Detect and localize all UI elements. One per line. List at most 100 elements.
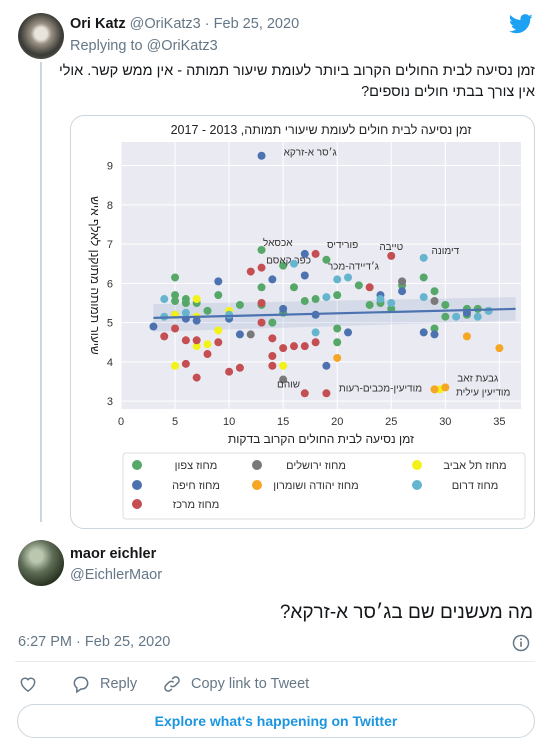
data-point <box>225 367 234 376</box>
data-point <box>268 318 277 327</box>
data-point <box>160 332 169 341</box>
point-annotation: גבעת זאב <box>457 374 498 385</box>
speech-bubble-icon <box>73 676 89 694</box>
y-axis-label: שיעור תמותה מתוקנן לאלף איש <box>88 196 102 355</box>
data-point <box>398 277 407 286</box>
info-icon[interactable] <box>512 634 530 652</box>
point-annotation: כפר קאסם <box>266 256 311 267</box>
data-point <box>171 361 180 370</box>
data-point <box>203 350 212 359</box>
replying-to-handle[interactable]: @OriKatz3 <box>146 38 218 54</box>
data-point <box>300 271 309 280</box>
y-tick-label: 4 <box>107 357 113 369</box>
author-handle[interactable]: @EichlerMaor <box>70 567 163 583</box>
x-tick-label: 0 <box>118 416 124 428</box>
trend-line <box>153 307 516 320</box>
data-point <box>300 297 309 306</box>
data-point <box>235 330 244 339</box>
data-point <box>203 340 212 349</box>
point-annotation: טייבה <box>379 242 403 253</box>
y-tick-label: 3 <box>107 396 113 408</box>
data-point <box>279 375 288 384</box>
tweet-text: זמן נסיעה לבית החולים הקרוב ביותר לעומת … <box>58 61 535 103</box>
author-name[interactable]: maor eichler <box>70 546 157 562</box>
tweet-media-chart[interactable]: ג׳סר א-זרקא אכסאל פורידיס טייבה דימונה כפר קא… <box>70 115 535 529</box>
x-axis-label: זמן נסיעה לבית החולים הקרוב בדקות <box>228 432 414 446</box>
data-point <box>354 281 363 290</box>
data-point <box>398 287 407 296</box>
like-button[interactable] <box>18 674 47 694</box>
data-point <box>344 273 353 282</box>
data-point <box>235 363 244 372</box>
legend-label: מחוז יהודה ושומרון <box>273 480 358 492</box>
data-point <box>181 295 190 304</box>
y-tick-label: 8 <box>107 200 113 212</box>
data-point <box>300 389 309 398</box>
data-point <box>311 249 320 258</box>
y-tick-label: 9 <box>107 161 113 173</box>
data-point <box>430 330 439 339</box>
legend-marker <box>132 499 142 509</box>
data-point <box>322 293 331 302</box>
legend-marker <box>412 460 422 470</box>
replying-to: Replying to @OriKatz3 <box>70 38 218 54</box>
data-point <box>365 283 374 292</box>
x-tick-label: 15 <box>277 416 289 428</box>
legend-marker <box>252 460 262 470</box>
data-point <box>333 353 342 362</box>
data-point <box>322 361 331 370</box>
reply-button[interactable]: Reply <box>71 674 137 694</box>
twitter-bird-icon[interactable] <box>509 14 533 34</box>
data-point <box>279 361 288 370</box>
x-tick-label: 10 <box>223 416 235 428</box>
data-point <box>192 336 201 345</box>
avatar[interactable] <box>18 13 64 59</box>
data-point <box>279 261 288 270</box>
data-point <box>419 293 428 302</box>
y-tick-label: 6 <box>107 278 113 290</box>
data-point <box>376 295 385 304</box>
tweet-timestamp[interactable]: 6:27 PM · Feb 25, 2020 <box>18 634 170 650</box>
data-point <box>430 287 439 296</box>
legend-label: מחוז דרום <box>452 480 499 492</box>
point-annotation: מודיעין-מכבים-רעות <box>339 383 422 394</box>
data-point <box>225 310 234 319</box>
scatter-chart: ג׳סר א-זרקא אכסאל פורידיס טייבה דימונה כפר קא… <box>88 123 526 520</box>
y-tick-label: 5 <box>107 318 113 330</box>
author-handle[interactable]: @OriKatz3 <box>129 16 201 32</box>
data-point <box>192 342 201 351</box>
copy-link-button[interactable]: Copy link to Tweet <box>162 674 309 694</box>
data-point <box>333 275 342 284</box>
data-point <box>279 304 288 313</box>
data-point <box>495 344 504 353</box>
data-point <box>344 328 353 337</box>
author-name[interactable]: Ori Katz <box>70 16 126 32</box>
replying-to-label: Replying to <box>70 38 143 54</box>
legend-marker <box>132 460 142 470</box>
legend-box <box>122 452 526 520</box>
tweet-text-line: זמן נסיעה לבית החולים הקרוב ביותר לעומת … <box>58 63 535 79</box>
data-point <box>430 324 439 333</box>
x-tick-label: 5 <box>172 416 178 428</box>
divider <box>15 661 535 662</box>
data-point <box>441 300 450 309</box>
data-point <box>192 373 201 382</box>
avatar[interactable] <box>18 540 64 586</box>
data-point <box>246 330 255 339</box>
data-point <box>214 326 223 335</box>
point-annotation: דימונה <box>432 246 460 257</box>
legend-marker <box>412 480 422 490</box>
data-point <box>268 334 277 343</box>
data-point <box>203 306 212 315</box>
data-point <box>441 383 450 392</box>
data-point <box>289 259 298 268</box>
data-point <box>322 255 331 264</box>
point-annotation: אכסאל <box>263 237 293 249</box>
data-point <box>484 306 493 315</box>
data-point <box>289 283 298 292</box>
data-point <box>289 342 298 351</box>
explore-button[interactable]: Explore what's happening on Twitter <box>17 704 535 738</box>
tweet-date[interactable]: Feb 25, 2020 <box>213 16 300 32</box>
tweet-time: 6:27 PM <box>18 634 72 650</box>
thread-connector-line <box>40 62 42 522</box>
